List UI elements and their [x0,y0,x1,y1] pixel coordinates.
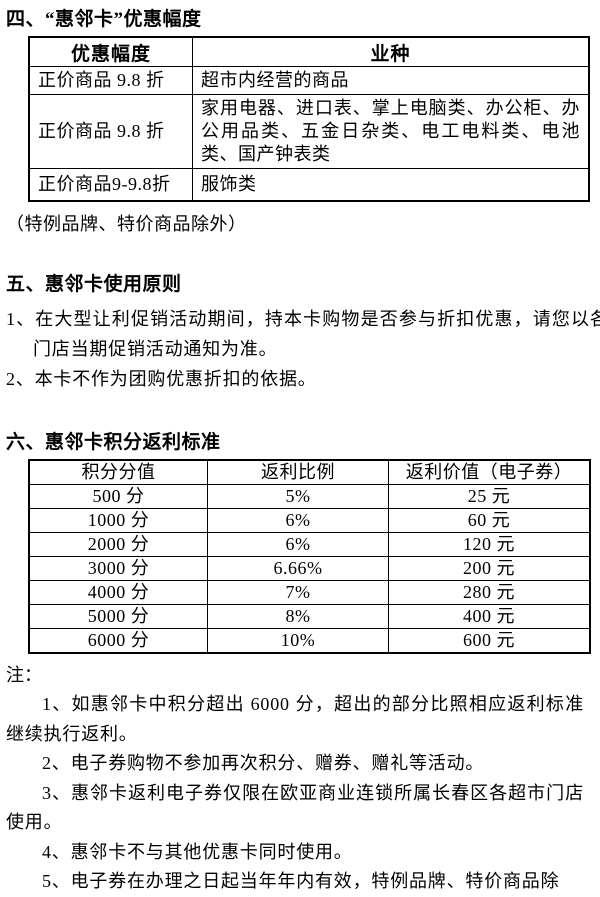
discount-table-header-category: 业种 [192,36,590,67]
ratio-cell: 6% [207,532,389,557]
rebate-table: 积分分值 返利比例 返利价值（电子券） 500 分 5% 25 元 1000 分… [28,459,591,654]
points-cell: 3000 分 [28,556,208,581]
points-cell: 6000 分 [28,628,208,654]
points-cell: 5000 分 [28,604,208,629]
discount-rate-cell: 正价商品9-9.8折 [28,168,193,202]
points-cell: 1000 分 [28,508,208,533]
section5-items: 1、在大型让利促销活动期间，持本卡购物是否参与折扣优惠，请您以各门店当期促销活动… [6,304,600,394]
rebate-header-ratio: 返利比例 [207,459,389,485]
section4-title: 四、“惠邻卡”优惠幅度 [6,9,202,30]
table-row: 500 分 5% 25 元 [28,484,591,509]
value-cell: 200 元 [388,556,591,581]
section5-title: 五、惠邻卡使用原则 [6,274,182,295]
table-row: 2000 分 6% 120 元 [28,532,591,557]
note-item: 4、惠邻卡不与其他优惠卡同时使用。 [42,841,353,862]
discount-table: 优惠幅度 业种 正价商品 9.8 折 超市内经营的商品 正价商品 9.8 折 家… [28,36,590,202]
note-item: 2、电子券购物不参加再次积分、赠券、赠礼等活动。 [42,753,485,773]
ratio-cell: 7% [207,580,389,605]
table-row: 正价商品9-9.8折 服饰类 [28,168,590,202]
table-row: 正价商品 9.8 折 家用电器、进口表、掌上电脑类、办公柜、办公用品类、五金日杂… [28,94,590,169]
rebate-table-header-row: 积分分值 返利比例 返利价值（电子券） [28,459,591,485]
value-cell: 25 元 [388,484,591,509]
category-cell: 服饰类 [192,168,590,202]
list-item: 2、本卡不作为团购优惠折扣的依据。 [6,369,317,389]
table-row: 1000 分 6% 60 元 [28,508,591,533]
exception-note: （特例品牌、特价商品除外） [6,214,247,234]
notes-label: 注： [6,665,42,685]
value-cell: 60 元 [388,508,591,533]
note-item: 3、惠邻卡返利电子券仅限在欧亚商业连锁所属长春区各超市门店使用。 [6,782,584,833]
category-cell: 家用电器、进口表、掌上电脑类、办公柜、办公用品类、五金日杂类、电工电料类、电池类… [192,94,590,169]
rebate-header-value: 返利价值（电子券） [388,459,591,485]
value-cell: 280 元 [388,580,591,605]
ratio-cell: 6.66% [207,556,389,581]
table-row: 5000 分 8% 400 元 [28,604,591,629]
ratio-cell: 8% [207,604,389,629]
note-item: 1、如惠邻卡中积分超出 6000 分，超出的部分比照相应返利标准继续执行返利。 [6,694,584,744]
value-cell: 600 元 [388,628,591,654]
value-cell: 400 元 [388,604,591,629]
discount-table-header-row: 优惠幅度 业种 [28,36,590,67]
points-cell: 4000 分 [28,580,208,605]
table-row: 正价商品 9.8 折 超市内经营的商品 [28,66,590,95]
table-row: 4000 分 7% 280 元 [28,580,591,605]
points-cell: 500 分 [28,484,208,509]
list-item: 1、在大型让利促销活动期间，持本卡购物是否参与折扣优惠，请您以各门店当期促销活动… [6,309,600,359]
points-cell: 2000 分 [28,532,208,557]
ratio-cell: 10% [207,628,389,654]
table-row: 6000 分 10% 600 元 [28,628,591,654]
note-item: 5、电子券在办理之日起当年年内有效，特例品牌、特价商品除 [42,871,560,891]
discount-rate-cell: 正价商品 9.8 折 [28,94,193,169]
value-cell: 120 元 [388,532,591,557]
ratio-cell: 6% [207,508,389,533]
section6-title: 六、惠邻卡积分返利标准 [6,432,221,453]
table-row: 3000 分 6.66% 200 元 [28,556,591,581]
ratio-cell: 5% [207,484,389,509]
discount-rate-cell: 正价商品 9.8 折 [28,66,193,95]
discount-table-header-rate: 优惠幅度 [28,36,193,67]
rebate-header-points: 积分分值 [28,459,208,485]
category-cell: 超市内经营的商品 [192,66,590,95]
